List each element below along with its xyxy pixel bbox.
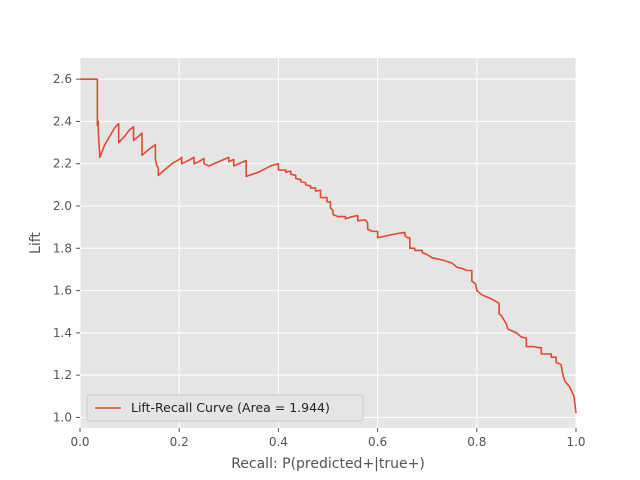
y-tick-label-3: 1.6 (53, 284, 72, 298)
grid-lines (79, 58, 577, 428)
y-tick-label-2: 1.4 (53, 326, 72, 340)
x-tick-label-1: 0.2 (170, 435, 189, 449)
plot-background (80, 58, 576, 428)
y-axis-label: Lift (28, 232, 44, 254)
x-tick-label-3: 0.6 (368, 435, 387, 449)
y-tick-label-1: 1.2 (53, 368, 72, 382)
legend-entry-label: Lift-Recall Curve (Area = 1.944) (131, 400, 330, 415)
y-axis-ticks: 1.0 1.2 1.4 1.6 1.8 2.0 2.2 2.4 2.6 (53, 72, 80, 424)
y-tick-label-6: 2.2 (53, 157, 72, 171)
y-tick-label-5: 2.0 (53, 199, 72, 213)
x-tick-label-2: 0.4 (269, 435, 288, 449)
x-tick-label-4: 0.8 (467, 435, 486, 449)
x-axis-ticks: 0.0 0.2 0.4 0.6 0.8 1.0 (70, 428, 586, 449)
y-tick-label-4: 1.8 (53, 241, 72, 255)
legend: Lift-Recall Curve (Area = 1.944) (86, 394, 364, 422)
series-line-0 (80, 78, 577, 414)
y-tick-label-7: 2.4 (53, 114, 72, 128)
y-tick-label-0: 1.0 (53, 410, 72, 424)
x-axis-label: Recall: P(predicted+|true+) (231, 456, 425, 472)
y-tick-label-8: 2.6 (53, 72, 72, 86)
legend-box (86, 394, 364, 422)
x-tick-label-5: 1.0 (566, 435, 585, 449)
series-layer (80, 78, 577, 414)
x-tick-label-0: 0.0 (70, 435, 89, 449)
